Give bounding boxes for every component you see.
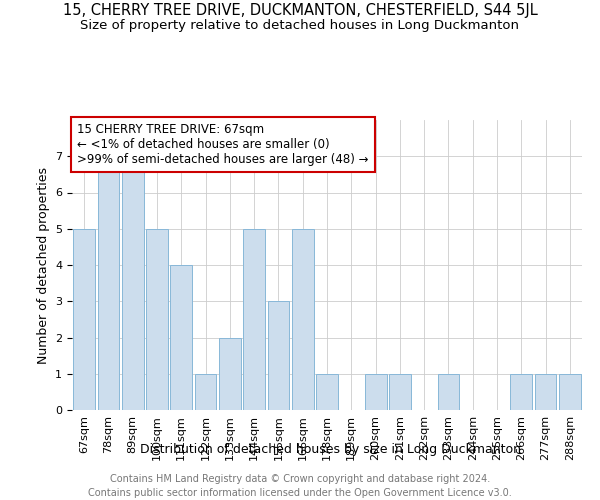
Bar — [365, 374, 386, 410]
Bar — [535, 374, 556, 410]
Bar — [170, 265, 192, 410]
Bar — [73, 229, 95, 410]
Bar — [122, 156, 143, 410]
Bar — [389, 374, 411, 410]
Bar — [316, 374, 338, 410]
Text: 15, CHERRY TREE DRIVE, DUCKMANTON, CHESTERFIELD, S44 5JL: 15, CHERRY TREE DRIVE, DUCKMANTON, CHEST… — [62, 2, 538, 18]
Bar — [292, 229, 314, 410]
Bar — [97, 156, 119, 410]
Bar — [437, 374, 460, 410]
Bar — [194, 374, 217, 410]
Bar — [243, 229, 265, 410]
Text: 15 CHERRY TREE DRIVE: 67sqm
← <1% of detached houses are smaller (0)
>99% of sem: 15 CHERRY TREE DRIVE: 67sqm ← <1% of det… — [77, 123, 368, 166]
Text: Size of property relative to detached houses in Long Duckmanton: Size of property relative to detached ho… — [80, 19, 520, 32]
Bar — [559, 374, 581, 410]
Text: Contains HM Land Registry data © Crown copyright and database right 2024.
Contai: Contains HM Land Registry data © Crown c… — [88, 474, 512, 498]
Y-axis label: Number of detached properties: Number of detached properties — [37, 166, 50, 364]
Bar — [219, 338, 241, 410]
Bar — [146, 229, 168, 410]
Bar — [268, 301, 289, 410]
Text: Distribution of detached houses by size in Long Duckmanton: Distribution of detached houses by size … — [139, 442, 521, 456]
Bar — [511, 374, 532, 410]
